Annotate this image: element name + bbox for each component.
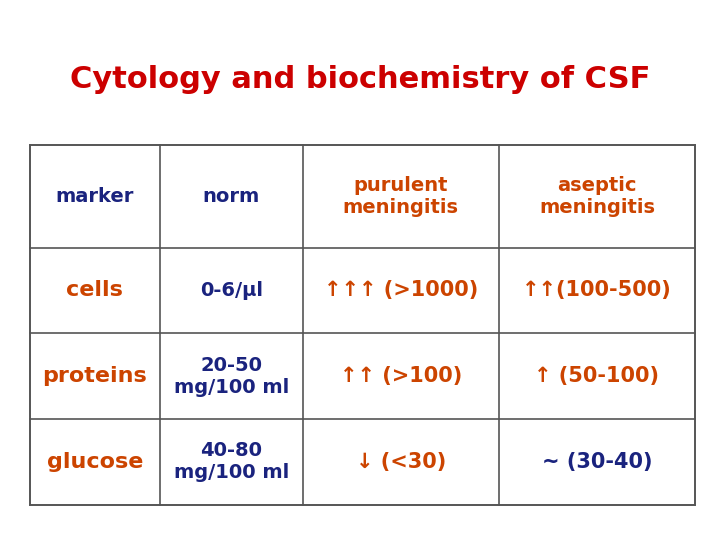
Text: ↑ (50-100): ↑ (50-100) bbox=[534, 366, 660, 386]
Text: aseptic
meningitis: aseptic meningitis bbox=[539, 176, 655, 217]
Text: cells: cells bbox=[66, 280, 123, 300]
Text: marker: marker bbox=[55, 187, 134, 206]
Text: Cytology and biochemistry of CSF: Cytology and biochemistry of CSF bbox=[70, 65, 650, 94]
Text: ↑↑(100-500): ↑↑(100-500) bbox=[522, 280, 672, 300]
Text: 0-6/μl: 0-6/μl bbox=[199, 281, 263, 300]
Text: glucose: glucose bbox=[47, 452, 143, 472]
Text: 20-50
mg/100 ml: 20-50 mg/100 ml bbox=[174, 356, 289, 396]
Text: ~ (30-40): ~ (30-40) bbox=[541, 452, 652, 472]
Text: ↓ (<30): ↓ (<30) bbox=[356, 452, 446, 472]
Text: ↑↑ (>100): ↑↑ (>100) bbox=[340, 366, 462, 386]
Text: 40-80
mg/100 ml: 40-80 mg/100 ml bbox=[174, 441, 289, 482]
Text: proteins: proteins bbox=[42, 366, 147, 386]
Text: norm: norm bbox=[202, 187, 260, 206]
Text: purulent
meningitis: purulent meningitis bbox=[343, 176, 459, 217]
Text: ↑↑↑ (>1000): ↑↑↑ (>1000) bbox=[323, 280, 478, 300]
